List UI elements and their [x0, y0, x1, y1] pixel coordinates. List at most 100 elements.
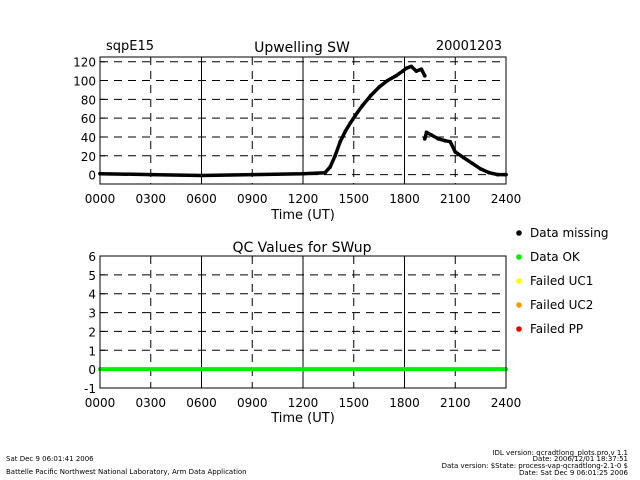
y-tick-label: 120 — [73, 56, 96, 70]
x-tick-label: 1500 — [338, 192, 369, 206]
y-tick-label: 3 — [88, 307, 96, 321]
data-point — [487, 170, 491, 175]
data-point — [423, 137, 427, 141]
x-tick-label: 1800 — [389, 192, 420, 206]
data-point — [409, 64, 414, 69]
x-tick-label: 0900 — [237, 396, 268, 410]
footer-timestamp: Sat Dec 9 06:01:41 2006 — [6, 455, 94, 463]
y-tick-label: 60 — [81, 112, 96, 126]
data-point — [343, 129, 348, 134]
legend-marker — [516, 254, 522, 260]
legend-marker — [516, 326, 522, 332]
footer-idl-version: IDL version: qcradtlong_plots.pro,v 1.1 — [492, 449, 628, 457]
y-tick-label: 0 — [88, 363, 96, 377]
top-chart-title: Upwelling SW — [254, 40, 350, 56]
x-tick-label: 0600 — [186, 396, 217, 410]
x-tick-label: 0000 — [85, 192, 116, 206]
y-tick-label: 80 — [81, 93, 96, 107]
x-tick-label: 2100 — [440, 396, 471, 410]
data-point — [429, 133, 434, 137]
bottom-chart-frame — [99, 255, 507, 389]
y-tick-label: 2 — [88, 325, 96, 339]
x-tick-label: 0000 — [85, 396, 116, 410]
legend-marker — [516, 230, 522, 236]
x-tick-label: 2400 — [491, 396, 522, 410]
data-point — [404, 66, 408, 71]
legend-label: Failed PP — [530, 322, 583, 336]
top-chart-grid — [100, 57, 506, 184]
x-tick-label: 0900 — [237, 192, 268, 206]
x-tick-label: 1200 — [288, 192, 319, 206]
data-point — [338, 139, 343, 144]
footer-data-date: Date: Sat Dec 9 06:01:25 2006 — [519, 469, 628, 477]
data-point — [461, 155, 466, 160]
bottom-chart-y-ticks: -1 0 1 2 3 4 5 6 — [84, 250, 96, 396]
data-point — [368, 93, 373, 98]
data-point — [328, 165, 332, 169]
data-point — [443, 138, 447, 143]
x-tick-label: 1200 — [288, 396, 319, 410]
x-tick-label: 2400 — [491, 192, 522, 206]
y-tick-label: 5 — [88, 269, 96, 283]
series-line — [98, 64, 427, 178]
data-point — [348, 121, 353, 125]
y-tick-label: 4 — [88, 288, 96, 302]
bottom-chart-x-label: Time (UT) — [270, 411, 335, 426]
data-point — [148, 172, 153, 177]
x-tick-label: 0300 — [135, 396, 166, 410]
data-point — [401, 69, 405, 73]
footer-idl-date: Date: 2006/12/01 18:37:51 — [533, 455, 628, 463]
x-tick-label: 1500 — [338, 396, 369, 410]
data-point — [323, 170, 327, 175]
footer-data-version: Data version: $State: process-vap-qcradt… — [442, 462, 628, 470]
top-chart-series — [98, 64, 508, 178]
data-point — [353, 113, 358, 118]
data-point — [250, 172, 255, 177]
data-point — [448, 139, 452, 144]
y-tick-label: 6 — [88, 250, 96, 264]
data-point — [495, 172, 500, 177]
top-chart-frame — [99, 56, 507, 185]
data-point — [453, 150, 458, 154]
y-tick-label: -1 — [84, 382, 96, 396]
top-chart-x-label: Time (UT) — [270, 208, 335, 223]
legend-label: Data OK — [530, 250, 581, 264]
data-point — [478, 167, 483, 171]
data-point — [360, 104, 365, 108]
legend-label: Data missing — [530, 226, 609, 240]
data-point — [385, 78, 390, 83]
data-point — [414, 69, 419, 73]
data-point — [436, 137, 441, 141]
data-point — [199, 173, 204, 178]
y-tick-label: 0 — [88, 169, 96, 183]
data-point — [333, 153, 337, 158]
x-tick-label: 1800 — [389, 396, 420, 410]
legend: Data missing Data OK Failed UC1 Failed UC2 F… — [516, 226, 609, 336]
data-point — [423, 74, 427, 78]
y-tick-label: 1 — [88, 344, 96, 358]
legend-label: Failed UC2 — [530, 298, 593, 312]
y-tick-label: 40 — [81, 131, 96, 145]
bottom-chart-x-ticks: 0000 0300 0600 0900 1200 1500 1800 2100 2400 — [85, 396, 522, 410]
data-point — [419, 67, 424, 72]
date-label: 20001203 — [436, 39, 502, 54]
legend-marker — [516, 278, 522, 284]
top-chart-x-ticks: 0000 0300 0600 0900 1200 1500 1800 2100 2400 — [85, 192, 522, 206]
x-tick-label: 2100 — [440, 192, 471, 206]
data-point — [301, 171, 305, 176]
data-point — [377, 85, 381, 89]
y-tick-label: 100 — [73, 75, 96, 89]
bottom-chart-title: QC Values for SWup — [232, 240, 371, 256]
top-chart-y-ticks: 0 20 40 60 80 100 120 — [73, 56, 96, 183]
x-tick-label: 0300 — [135, 192, 166, 206]
footer-lab: Battelle Pacific Northwest National Labo… — [6, 468, 247, 476]
y-tick-label: 20 — [81, 150, 96, 164]
site-label: sqpE15 — [106, 39, 154, 54]
x-tick-label: 0600 — [186, 192, 217, 206]
legend-label: Failed UC1 — [530, 274, 593, 288]
data-point — [394, 74, 398, 78]
legend-marker — [516, 302, 522, 308]
data-point — [470, 161, 474, 166]
data-point — [424, 130, 429, 135]
